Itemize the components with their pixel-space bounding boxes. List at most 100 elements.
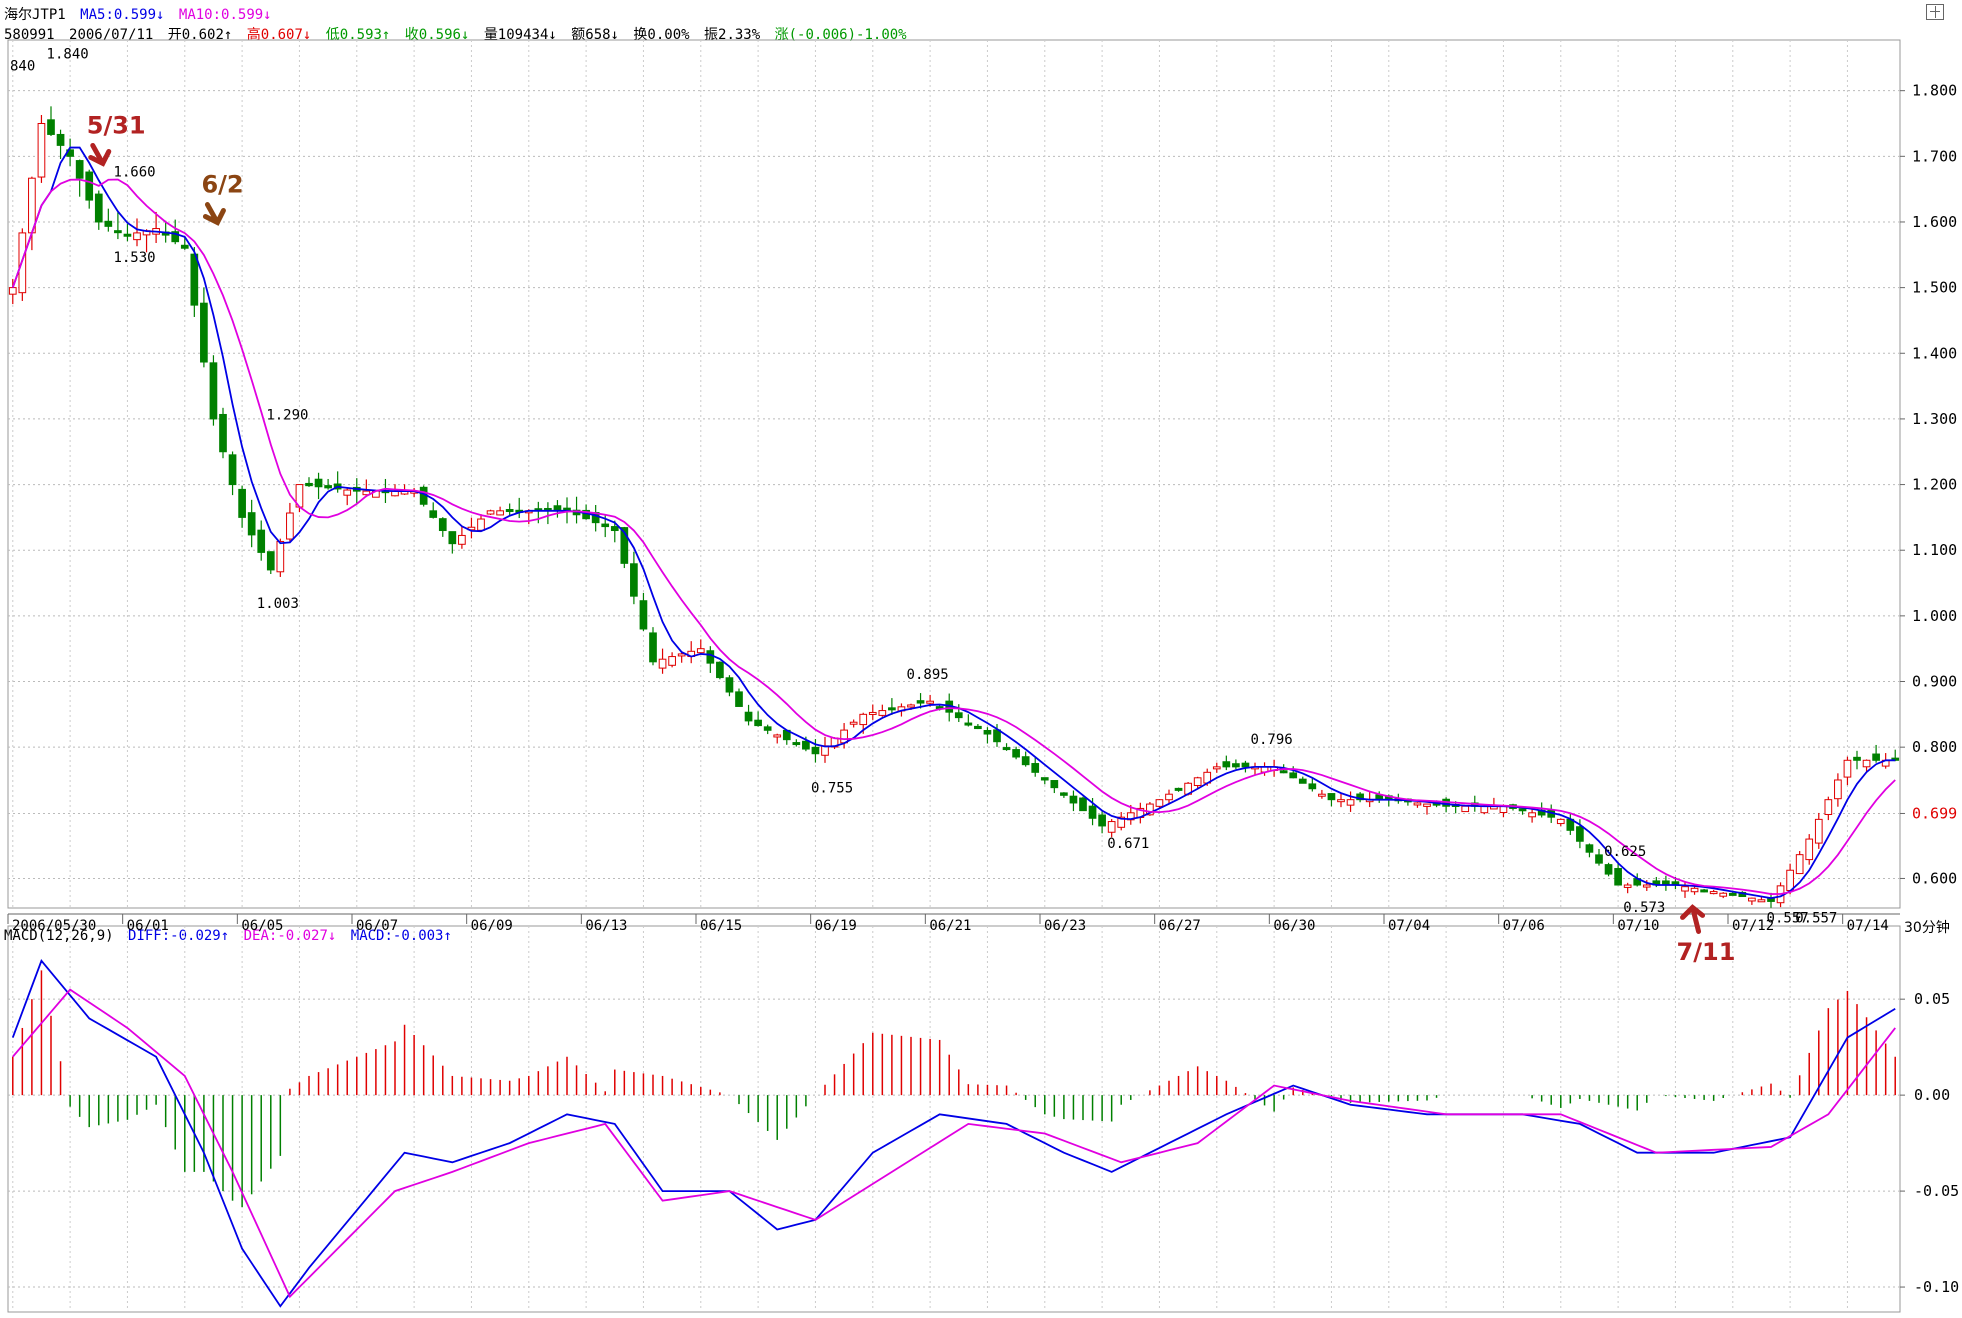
- candle-body: [219, 413, 227, 453]
- volume-label: 量109434↓: [483, 27, 557, 43]
- ma10-label: MA10:0.599↓: [178, 7, 272, 23]
- date-callout-label: 7/11: [1677, 938, 1736, 966]
- candle-body: [763, 726, 772, 731]
- callout-arrow: [88, 142, 112, 167]
- candle-body: [171, 231, 180, 243]
- candle-body: [754, 719, 762, 727]
- candle-body: [964, 722, 973, 726]
- candle-body: [1098, 814, 1106, 827]
- quote-header-line1: 海尔JTP1 MA5:0.599↓ MA10:0.599↓: [4, 4, 278, 24]
- candle-body: [266, 551, 275, 571]
- x-tick-label: 07/04: [1388, 918, 1430, 934]
- candle-body: [1518, 808, 1527, 812]
- candle-body: [1623, 884, 1632, 888]
- x-tick-label: 07/12: [1732, 918, 1774, 934]
- price-annotation: 0.557: [1767, 911, 1809, 927]
- candle-body: [1356, 793, 1364, 801]
- candle-body: [1604, 864, 1613, 875]
- candle-body: [1146, 803, 1154, 816]
- candle-body: [1346, 799, 1355, 806]
- price-annotation: 0.557: [1795, 911, 1837, 927]
- window-toggle-icon[interactable]: [1926, 4, 1944, 20]
- candle-body: [1040, 777, 1049, 781]
- candle-body: [630, 563, 638, 597]
- date-label: 2006/07/11: [69, 27, 154, 43]
- candle-body: [1241, 762, 1250, 768]
- candle-body: [438, 518, 447, 532]
- price-annotation: 1.290: [266, 407, 308, 423]
- price-tick-label: 0.900: [1912, 673, 1957, 691]
- turnover-label: 换0.00%: [633, 27, 690, 43]
- x-tick-label: 07/06: [1503, 918, 1545, 934]
- candle-body: [1891, 757, 1900, 761]
- candle-body: [114, 230, 122, 234]
- price-tick-label: 1.200: [1912, 476, 1957, 494]
- candle-body: [1585, 844, 1594, 853]
- candle-body: [228, 454, 237, 486]
- candle-body: [916, 700, 925, 704]
- candle-body: [1193, 777, 1202, 787]
- candle-body: [1413, 802, 1422, 806]
- low-label: 低0.593↑: [325, 27, 391, 43]
- candle-body: [1079, 797, 1087, 812]
- open-label: 开0.602↑: [167, 27, 233, 43]
- price-annotation: 0.796: [1251, 732, 1293, 748]
- price-annotation: 1.530: [113, 250, 155, 266]
- candle-body: [47, 119, 55, 135]
- amplitude-label: 振2.33%: [704, 27, 761, 43]
- candle-body: [926, 700, 934, 704]
- callout-arrow: [202, 202, 226, 226]
- candle-body: [1174, 787, 1183, 791]
- candle-body: [1786, 869, 1794, 891]
- price-annotation: 0.895: [907, 667, 949, 683]
- candle-body: [716, 661, 724, 679]
- price-annotation: 0.671: [1107, 836, 1149, 852]
- candle-body: [974, 725, 982, 730]
- macd-name-label: MACD(12,26,9): [4, 928, 114, 944]
- high-label: 高0.607↓: [246, 27, 312, 43]
- candle-body: [276, 540, 285, 573]
- macd-tick-label: -0.10: [1914, 1278, 1959, 1296]
- candle-body: [1843, 759, 1852, 778]
- candle-body: [123, 233, 132, 237]
- macd-panel-frame: [7, 925, 1901, 1313]
- left-edge-label: 840: [10, 58, 35, 74]
- candle-body: [324, 485, 332, 489]
- ma10-line: [11, 178, 1896, 895]
- period-label: 30分钟: [1904, 919, 1950, 936]
- candle-body: [1872, 753, 1880, 761]
- x-tick-label: 06/19: [815, 918, 857, 934]
- candle-body: [429, 510, 438, 518]
- candle-body: [1805, 838, 1814, 861]
- candle-body: [706, 650, 715, 664]
- candle-body: [1165, 793, 1173, 801]
- candle-body: [1690, 887, 1699, 893]
- candle-body: [620, 527, 629, 564]
- candle-body: [85, 171, 94, 201]
- candle-body: [104, 220, 113, 227]
- candle-body: [668, 656, 676, 666]
- candle-body: [1212, 766, 1221, 770]
- price-tick-label: 1.500: [1912, 279, 1957, 297]
- x-tick-label: 06/09: [471, 918, 513, 934]
- candle-body: [725, 677, 734, 693]
- candle-body: [1279, 770, 1288, 774]
- price-tick-label: 1.100: [1912, 541, 1957, 559]
- candle-body: [744, 711, 753, 722]
- candle-body: [1748, 897, 1756, 902]
- candle-body: [496, 510, 504, 516]
- candle-body: [696, 648, 705, 654]
- candle-body: [1814, 818, 1823, 844]
- candle-body: [1337, 799, 1345, 803]
- candle-body: [1795, 854, 1804, 875]
- x-tick-label: 06/15: [700, 918, 742, 934]
- candle-body: [75, 160, 84, 179]
- candle-body: [209, 362, 218, 420]
- candle-body: [257, 529, 266, 553]
- candle-body: [1728, 892, 1737, 896]
- candle-body: [1834, 779, 1842, 800]
- candle-body: [238, 488, 246, 518]
- x-tick-label: 07/10: [1617, 918, 1659, 934]
- candle-body: [954, 712, 963, 719]
- candle-body: [1480, 805, 1489, 814]
